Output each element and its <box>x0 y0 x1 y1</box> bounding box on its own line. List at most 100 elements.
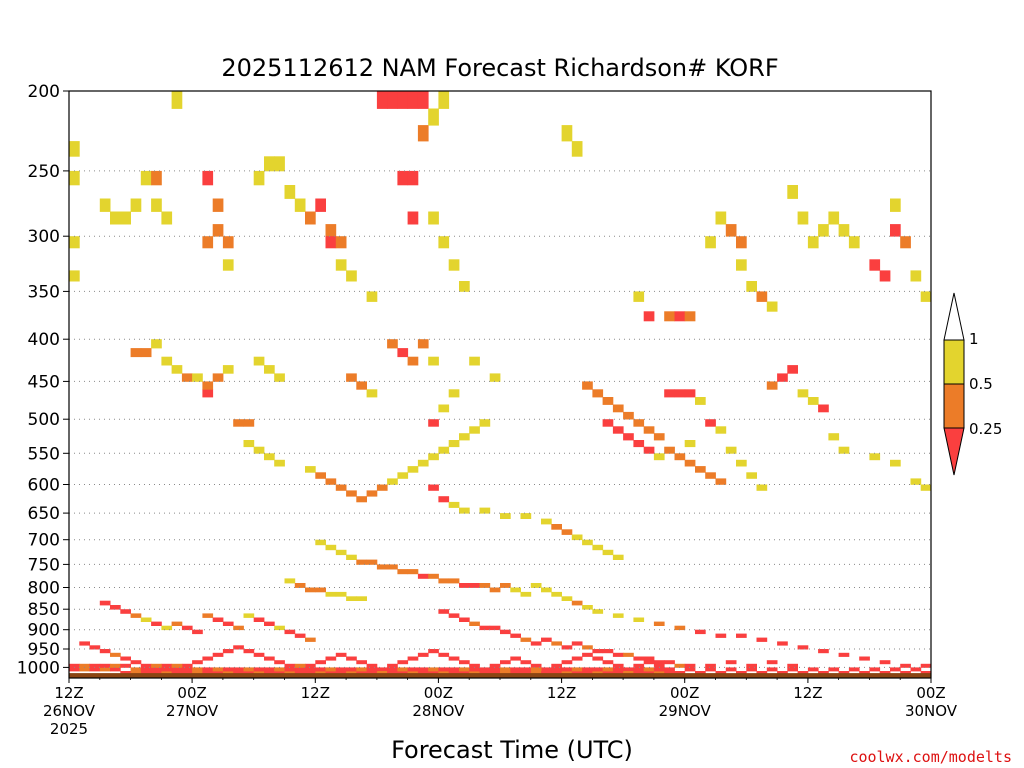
heatmap-cell <box>387 478 398 485</box>
heatmap-cell <box>500 667 511 672</box>
heatmap-cell <box>181 625 193 631</box>
heatmap-cell <box>469 671 480 675</box>
heatmap-cells <box>69 91 932 675</box>
heatmap-cell <box>890 667 901 672</box>
heatmap-cell <box>315 660 326 665</box>
y-tick-label: 650 <box>28 504 60 524</box>
heatmap-cell <box>294 583 306 588</box>
heatmap-cell <box>448 440 460 448</box>
heatmap-cell <box>500 671 511 675</box>
heatmap-cell <box>140 671 152 675</box>
y-tick-label: 250 <box>28 162 60 182</box>
heatmap-cell <box>695 466 706 473</box>
heatmap-cell <box>623 671 634 675</box>
heatmap-cell <box>838 224 850 237</box>
heatmap-cell <box>869 667 881 672</box>
heatmap-cell <box>725 660 737 665</box>
heatmap-cell <box>900 236 911 249</box>
heatmap-cell <box>756 671 768 675</box>
heatmap-cell <box>838 652 850 657</box>
heatmap-cell <box>212 373 224 382</box>
heatmap-cell <box>818 404 829 413</box>
heatmap-cell <box>192 671 203 675</box>
heatmap-cell <box>284 663 296 668</box>
heatmap-cell <box>202 613 214 618</box>
heatmap-cell <box>920 671 932 675</box>
heatmap-cell <box>335 484 347 491</box>
heatmap-cell <box>479 667 491 672</box>
heatmap-cell <box>387 671 398 675</box>
heatmap-cell <box>69 270 80 282</box>
heatmap-cell <box>571 600 583 606</box>
heatmap-cell <box>315 198 326 212</box>
heatmap-cell <box>315 667 326 672</box>
heatmap-cell <box>325 478 337 485</box>
heatmap-cell <box>140 667 152 672</box>
heatmap-cell <box>664 311 675 322</box>
heatmap-cell <box>233 667 244 672</box>
heatmap-cell <box>69 663 80 668</box>
heatmap-cell <box>417 652 429 657</box>
heatmap-cell <box>376 91 388 109</box>
heatmap-cell <box>294 633 306 638</box>
heatmap-cell <box>787 663 798 668</box>
heatmap-cell <box>633 667 645 672</box>
heatmap-cell <box>356 559 367 565</box>
heatmap-cell <box>715 478 727 485</box>
heatmap-cell <box>612 652 624 657</box>
y-tick-label: 350 <box>28 282 60 302</box>
colorbar-swatch-0.5-1 <box>943 339 965 385</box>
heatmap-cell <box>766 381 778 390</box>
heatmap-cell <box>407 667 419 672</box>
heatmap-cell <box>335 591 347 597</box>
heatmap-cell <box>79 667 90 672</box>
heatmap-cell <box>489 587 501 593</box>
heatmap-cell <box>397 667 409 672</box>
heatmap-cell <box>602 667 614 672</box>
heatmap-cell <box>89 667 101 672</box>
heatmap-cell <box>736 459 747 467</box>
heatmap-cell <box>417 339 429 349</box>
heatmap-cell <box>746 281 757 292</box>
heatmap-cell <box>602 649 614 654</box>
heatmap-cell <box>510 587 521 593</box>
heatmap-cell <box>695 397 706 405</box>
heatmap-cell <box>664 446 675 454</box>
heatmap-cell <box>222 365 234 374</box>
heatmap-cell <box>602 419 614 427</box>
x-tick-label: 00Z <box>916 684 945 702</box>
heatmap-cell <box>407 91 419 109</box>
heatmap-cell <box>181 671 193 675</box>
heatmap-cell <box>479 583 491 588</box>
heatmap-cell <box>151 198 162 212</box>
colorbar-swatch-above-1 <box>943 292 965 341</box>
heatmap-cell <box>448 671 460 675</box>
heatmap-cell <box>684 389 696 398</box>
heatmap-cell <box>387 663 398 668</box>
colorbar-label: 0.25 <box>969 420 1002 438</box>
x-tick-label: 00Z <box>177 684 206 702</box>
heatmap-cell <box>448 501 460 508</box>
heatmap-cell <box>264 365 275 374</box>
heatmap-cell <box>140 663 152 668</box>
heatmap-cell <box>438 91 450 109</box>
heatmap-cell <box>376 667 388 672</box>
heatmap-cell <box>520 660 532 665</box>
y-tick-label: 300 <box>28 227 60 247</box>
heatmap-cell <box>633 656 645 661</box>
heatmap-cell <box>161 671 173 675</box>
heatmap-cell <box>551 524 562 530</box>
heatmap-cell <box>407 569 419 575</box>
heatmap-cell <box>705 472 716 479</box>
heatmap-cell <box>151 667 162 672</box>
heatmap-cell <box>397 660 409 665</box>
heatmap-cell <box>910 667 922 672</box>
heatmap-cell <box>623 433 634 441</box>
heatmap-cell <box>335 667 347 672</box>
heatmap-cell <box>243 649 255 654</box>
heatmap-cell <box>397 671 409 675</box>
heatmap-cell <box>428 649 439 654</box>
heatmap-cell <box>274 660 285 665</box>
heatmap-cell <box>541 671 552 675</box>
heatmap-cell <box>222 259 234 271</box>
